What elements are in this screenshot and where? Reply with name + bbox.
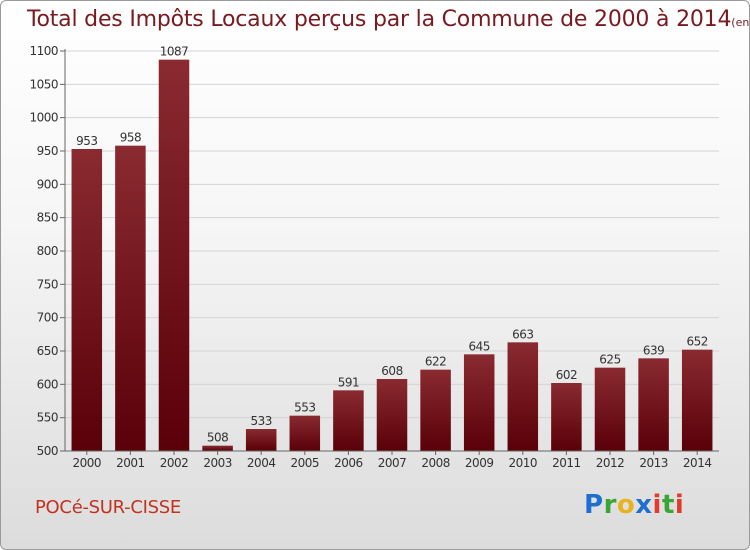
logo-letter: i [652, 490, 662, 520]
logo-letter: x [635, 490, 653, 520]
bar [202, 445, 233, 451]
x-tick-label: 2009 [465, 456, 494, 470]
y-tick-label: 850 [37, 211, 58, 225]
bar [333, 390, 364, 451]
chart-title-text: Total des Impôts Locaux perçus par la Co… [27, 7, 732, 32]
y-tick-label: 750 [37, 277, 58, 291]
y-tick-label: 950 [37, 144, 58, 158]
x-tick-label: 2012 [596, 456, 625, 470]
bar-value-label: 625 [599, 353, 620, 367]
bar-value-label: 508 [207, 431, 228, 445]
y-tick-label: 600 [37, 377, 58, 391]
logo-letter: t [661, 490, 675, 520]
bar-value-label: 553 [294, 401, 315, 415]
x-tick-label: 2007 [378, 456, 407, 470]
bar-value-label: 639 [643, 343, 664, 357]
logo-letter: P [584, 490, 604, 520]
x-tick-label: 2006 [334, 456, 363, 470]
bar-value-label: 652 [686, 335, 707, 349]
bar-value-label: 1087 [160, 45, 189, 59]
commune-name: POCé-SUR-CISSE [35, 497, 181, 518]
bar-value-label: 533 [250, 414, 271, 428]
bar [245, 429, 277, 451]
x-tick-label: 2001 [116, 456, 145, 470]
bar [71, 149, 103, 451]
x-tick-label: 2008 [421, 456, 450, 470]
bar [463, 354, 495, 451]
bar-value-label: 645 [468, 339, 489, 353]
chart-unit-label: (en milliers d'€) [731, 16, 750, 29]
bar [681, 349, 713, 451]
x-tick-label: 2005 [291, 456, 320, 470]
bar [594, 367, 626, 451]
bar-value-label: 591 [338, 375, 359, 389]
bar [115, 145, 146, 451]
y-tick-label: 1000 [29, 111, 58, 125]
y-tick-label: 1050 [29, 77, 58, 91]
y-tick-label: 550 [37, 411, 58, 425]
logo-letter: r [603, 490, 617, 520]
x-tick-label: 2014 [683, 456, 712, 470]
bar [289, 415, 321, 451]
y-tick-label: 650 [37, 344, 58, 358]
bar [158, 59, 190, 452]
y-tick-label: 1100 [29, 44, 58, 58]
logo-letter: i [674, 490, 685, 520]
y-tick-label: 900 [37, 177, 58, 191]
x-tick-label: 2013 [639, 456, 668, 470]
bar-value-label: 602 [556, 368, 577, 382]
bar-value-label: 608 [381, 364, 402, 378]
bar-value-label: 622 [425, 355, 446, 369]
bar [376, 379, 408, 451]
bar [507, 342, 539, 451]
x-tick-label: 2004 [247, 456, 276, 470]
bar-value-label: 958 [120, 131, 141, 145]
y-tick-label: 700 [37, 311, 58, 325]
y-tick-label: 800 [37, 244, 58, 258]
y-tick-label: 500 [37, 444, 58, 458]
x-tick-label: 2010 [509, 456, 538, 470]
proxiti-logo[interactable]: Proxiti [584, 490, 684, 520]
x-tick-label: 2000 [73, 456, 102, 470]
bar-value-label: 663 [512, 327, 533, 341]
logo-letter: o [616, 490, 636, 520]
x-tick-label: 2002 [160, 456, 189, 470]
x-tick-label: 2011 [552, 456, 581, 470]
bar [638, 358, 669, 451]
x-tick-label: 2003 [203, 456, 232, 470]
bar [551, 383, 582, 451]
bar [420, 369, 451, 451]
bar-value-label: 953 [76, 134, 97, 148]
chart-title: Total des Impôts Locaux perçus par la Co… [27, 7, 750, 32]
